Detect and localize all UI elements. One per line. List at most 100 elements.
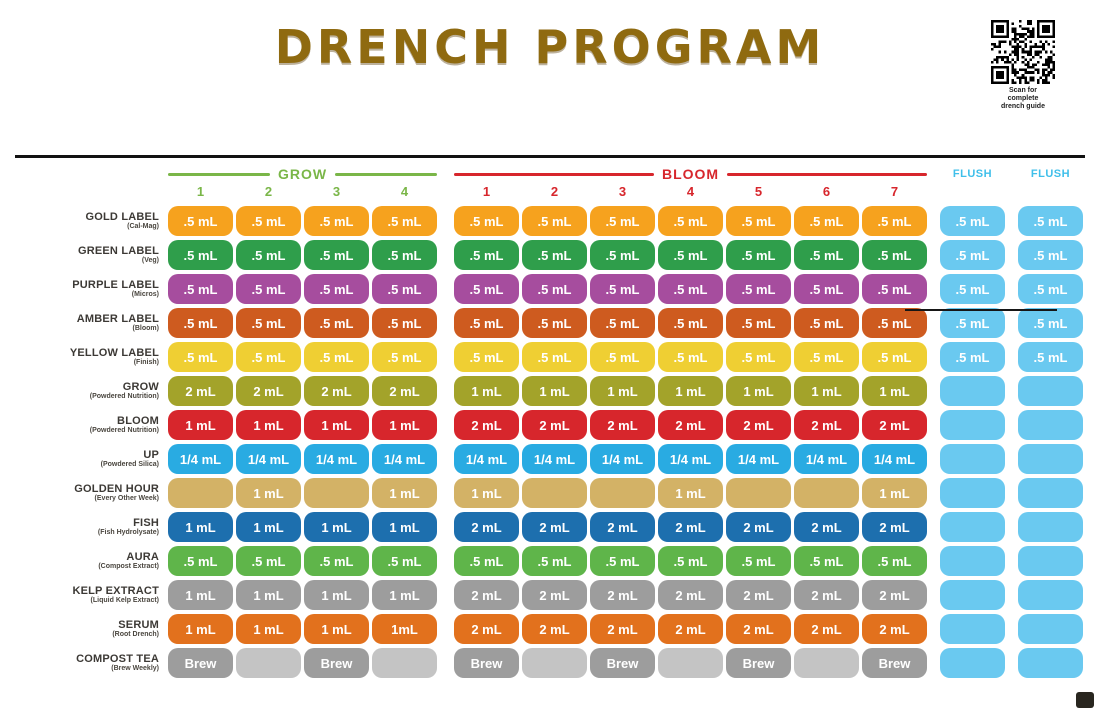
table-row: BLOOM (Powdered Nutrition) 1 mL 1 mL 1 mL 1 m… [18,410,1086,440]
dose-cell: 2 mL [794,410,859,440]
dose-cell: .5 mL [522,274,587,304]
dose-cell: 1/4 mL [304,444,369,474]
dose-cell: .5 mL [726,308,791,338]
row-label: GOLD LABEL (Cal-Mag) [18,211,168,231]
dose-cell: 1 mL [372,512,437,542]
row-label: KELP EXTRACT (Liquid Kelp Extract) [18,585,168,605]
row-label: AMBER LABEL (Bloom) [18,313,168,333]
dose-cell: .5 mL [236,240,301,270]
product-sublabel: (Compost Extract) [98,563,159,571]
dose-cell: .5 mL [658,342,723,372]
dose-cell: .5 mL [304,342,369,372]
dose-cell: 2 mL [658,410,723,440]
dose-cell: 2 mL [590,410,655,440]
dose-cell: .5 mL [372,240,437,270]
product-name: AURA [126,551,159,564]
dose-cell: 2 mL [522,512,587,542]
row-label: GREEN LABEL (Veg) [18,245,168,265]
dose-cell: 1 mL [304,410,369,440]
dose-cell: 1/4 mL [168,444,233,474]
dose-cell [1018,546,1083,576]
dose-cell: .5 mL [454,274,519,304]
dose-cell: .5 mL [372,546,437,576]
week-number-row: 1 2 3 4 1 2 3 4 5 6 7 [18,182,1086,200]
dose-cell [940,614,1005,644]
dose-cell: 2 mL [794,580,859,610]
dose-cell: .5 mL [726,274,791,304]
bloom-week-number: 4 [686,183,695,199]
product-sublabel: (Brew Weekly) [111,665,159,673]
corner-mark [1076,692,1094,708]
dose-cell: .5 mL [1018,206,1083,236]
dose-cell [940,512,1005,542]
dose-cell: .5 mL [372,206,437,236]
product-name: GREEN LABEL [77,245,159,258]
table-row: AURA (Compost Extract) .5 mL .5 mL .5 mL .5 m… [18,546,1086,576]
dose-cell: .5 mL [454,546,519,576]
dose-cell: 2 mL [862,410,927,440]
dose-cell: .5 mL [590,546,655,576]
dose-cell: 1 mL [794,376,859,406]
row-label: BLOOM (Powdered Nutrition) [18,415,168,435]
dose-cell: 1/4 mL [794,444,859,474]
product-name: YELLOW LABEL [69,347,159,360]
dose-cell: .5 mL [862,546,927,576]
table-row: PURPLE LABEL (Micros) .5 mL .5 mL .5 mL .5 mL… [18,274,1086,304]
dose-cell: .5 mL [794,240,859,270]
dose-cell: .5 mL [168,342,233,372]
dose-cell: .5 mL [1018,240,1083,270]
dose-cell [304,478,369,508]
dose-cell: 2 mL [372,376,437,406]
dose-cell [940,410,1005,440]
dose-cell: 1 mL [862,376,927,406]
product-sublabel: (Bloom) [132,325,159,333]
feed-chart-table: GROW BLOOM FLUSH FLUSH 1 2 3 4 1 2 3 4 5 6 7 GOLD LABEL… [18,166,1086,682]
bloom-week-number: 5 [754,183,763,199]
table-row: YELLOW LABEL (Finish) .5 mL .5 mL .5 mL .5 mL… [18,342,1086,372]
table-row: GREEN LABEL (Veg) .5 mL .5 mL .5 mL .5 mL .5 m… [18,240,1086,270]
dose-cell: .5 mL [794,206,859,236]
row-label: UP (Powdered Silica) [18,449,168,469]
bloom-header-line [727,172,928,176]
dose-cell: 2 mL [590,512,655,542]
dose-cell: Brew [454,648,519,678]
dose-cell: 2 mL [522,410,587,440]
dose-cell [940,580,1005,610]
dose-cell: 1/4 mL [658,444,723,474]
dose-cell: .5 mL [726,342,791,372]
bloom-header-line [454,172,654,176]
dose-cell: 2 mL [862,512,927,542]
dose-cell: .5 mL [236,308,301,338]
dose-cell: 2 mL [236,376,301,406]
dose-cell [940,478,1005,508]
dose-cell: 2 mL [658,512,723,542]
dose-cell: .5 mL [454,206,519,236]
row-label: FISH (Fish Hydrolysate) [18,517,168,537]
table-row: FISH (Fish Hydrolysate) 1 mL 1 mL 1 mL 1 mL 2 … [18,512,1086,542]
dose-cell: .5 mL [862,206,927,236]
dose-cell [1018,444,1083,474]
dose-cell: .5 mL [658,240,723,270]
qr-caption-line: Scan for [1008,87,1037,94]
dose-cell: 2 mL [726,410,791,440]
dose-cell [168,478,233,508]
qr-caption-line: drench guide [1001,103,1045,110]
dose-cell: 1 mL [304,512,369,542]
dose-cell [1018,376,1083,406]
row-label: AURA (Compost Extract) [18,551,168,571]
dose-cell [590,478,655,508]
dose-cell: 2 mL [658,614,723,644]
dose-cell: 2 mL [522,580,587,610]
product-name: PURPLE LABEL [72,279,159,292]
grow-group-header: GROW [168,166,438,182]
qr-caption: Scan for complete drench guide [984,87,1062,111]
grow-week-number: 3 [332,183,341,199]
dose-cell: 1 mL [236,614,301,644]
qr-caption-line: complete [1007,95,1039,102]
product-sublabel: (Fish Hydrolysate) [97,529,159,537]
dose-cell: .5 mL [726,206,791,236]
dose-cell: .5 mL [522,308,587,338]
dose-cell: .5 mL [168,206,233,236]
dose-cell: 1/4 mL [726,444,791,474]
dose-cell [522,478,587,508]
